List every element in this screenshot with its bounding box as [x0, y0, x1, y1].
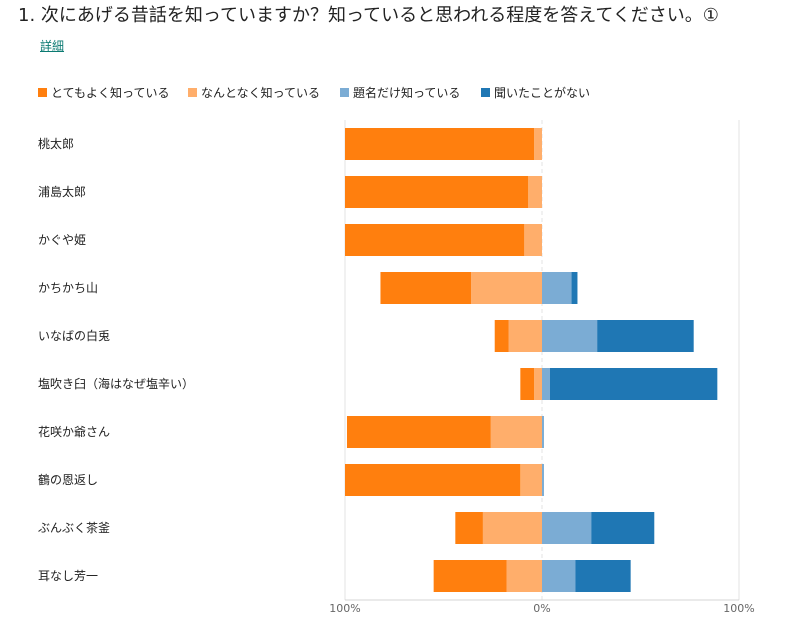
bar-very-well	[345, 128, 535, 160]
bar-somewhat	[490, 416, 542, 448]
bar-never-heard	[571, 272, 578, 304]
category-label: かぐや姫	[38, 233, 86, 247]
bar-never-heard	[591, 512, 655, 544]
question-text: 次にあげる昔話を知っていますか？知っていると思われる程度を答えてください。①	[40, 5, 719, 26]
bar-very-well	[520, 368, 535, 400]
bar-never-heard	[575, 560, 631, 592]
x-tick-label: 100%	[329, 602, 360, 615]
category-label: 耳なし芳一	[38, 569, 98, 583]
bar-very-well	[380, 272, 472, 304]
bar-somewhat	[534, 128, 542, 160]
legend-label-very-well: とてもよく知っている	[51, 85, 170, 100]
bar-somewhat	[524, 224, 542, 256]
bar-very-well	[494, 320, 509, 352]
legend-swatch-very-well	[38, 87, 47, 97]
category-label: ぶんぶく茶釜	[38, 520, 110, 535]
bar-title-only	[542, 272, 572, 304]
bar-somewhat	[528, 176, 542, 208]
bar-very-well	[345, 464, 521, 496]
legend-label-somewhat: なんとなく知っている	[201, 85, 321, 100]
bar-somewhat	[534, 368, 542, 400]
legend-swatch-somewhat	[188, 87, 197, 97]
bar-very-well	[345, 224, 525, 256]
bar-title-only	[542, 416, 544, 448]
legend-item-very-well: とてもよく知っている	[38, 84, 169, 100]
category-label: 花咲か爺さん	[38, 424, 110, 439]
question-title: 1. 次にあげる昔話を知っていますか？知っていると思われる程度を答えてください。…	[18, 3, 719, 29]
bar-title-only	[542, 320, 598, 352]
detail-link[interactable]: 詳細	[40, 39, 65, 53]
bar-never-heard	[549, 368, 718, 400]
bar-very-well	[346, 416, 491, 448]
x-tick-label: 0%	[533, 602, 550, 615]
legend-label-never-heard: 聞いたことがない	[494, 85, 591, 100]
bar-somewhat	[508, 320, 542, 352]
category-label: いなばの白兎	[38, 328, 110, 343]
x-tick-label: 100%	[723, 602, 754, 615]
bar-somewhat	[482, 512, 542, 544]
bar-very-well	[345, 176, 529, 208]
question-number: 1.	[18, 5, 36, 26]
bar-somewhat	[520, 464, 542, 496]
category-label: 桃太郎	[38, 136, 74, 151]
bar-very-well	[433, 560, 507, 592]
bar-very-well	[455, 512, 483, 544]
bar-somewhat	[471, 272, 542, 304]
legend-item-title-only: 題名だけ知っている	[340, 84, 460, 100]
bar-somewhat	[506, 560, 542, 592]
bar-title-only	[542, 560, 576, 592]
category-label: かちかち山	[38, 281, 98, 295]
bar-never-heard	[597, 320, 694, 352]
bar-title-only	[542, 464, 544, 496]
category-label: 浦島太郎	[38, 184, 86, 199]
legend-swatch-title-only	[340, 87, 349, 97]
category-label: 塩吹き臼（海はなぜ塩辛い）	[38, 376, 194, 391]
category-label: 鶴の恩返し	[38, 472, 98, 487]
legend-swatch-never-heard	[481, 87, 490, 97]
legend-item-never-heard: 聞いたことがない	[481, 84, 590, 100]
legend-item-somewhat: なんとなく知っている	[188, 84, 320, 100]
bar-title-only	[542, 368, 550, 400]
bar-title-only	[542, 512, 592, 544]
legend-label-title-only: 題名だけ知っている	[353, 85, 461, 100]
